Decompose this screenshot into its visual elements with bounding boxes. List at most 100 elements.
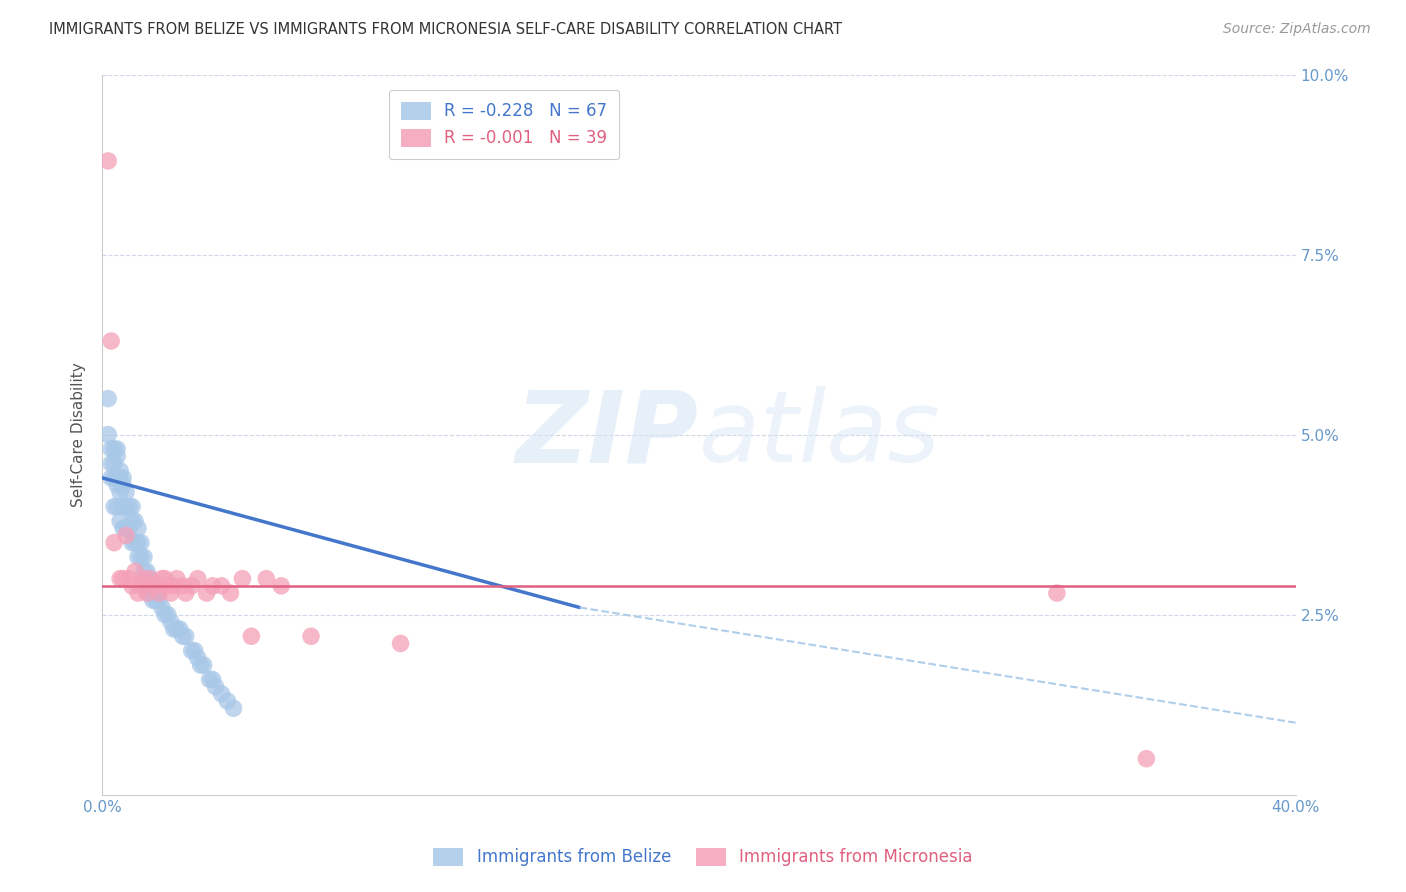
Point [156,579,179,593]
Point [219,586,242,600]
Point [166,622,188,636]
Point [112,572,135,586]
Y-axis label: Self-Care Disability: Self-Care Disability [72,362,86,507]
Point [389,636,412,650]
Point [211,579,233,593]
Point [183,643,205,657]
Point [156,607,179,622]
Point [132,549,155,564]
Point [169,622,191,636]
Point [121,500,143,514]
Point [108,464,131,478]
Point [112,500,135,514]
Point [108,471,131,485]
Point [201,673,224,687]
Point [163,579,186,593]
Point [103,471,125,485]
Point [97,392,120,406]
Point [148,586,170,600]
Point [118,521,141,535]
Point [180,579,202,593]
Point [129,549,152,564]
Point [129,579,152,593]
Point [240,629,263,643]
Point [270,579,292,593]
Point [299,629,322,643]
Point [195,586,218,600]
Point [105,500,128,514]
Point [103,500,125,514]
Point [204,680,226,694]
Point [193,658,215,673]
Point [139,586,162,600]
Point [163,622,186,636]
Point [97,427,120,442]
Point [103,457,125,471]
Point [129,535,152,549]
Point [112,478,135,492]
Legend: R = -0.228   N = 67, R = -0.001   N = 39: R = -0.228 N = 67, R = -0.001 N = 39 [389,90,619,159]
Point [148,593,170,607]
Point [222,701,245,715]
Point [187,572,209,586]
Point [201,579,224,593]
Point [136,579,159,593]
Point [115,521,138,535]
Point [115,528,138,542]
Legend: Immigrants from Belize, Immigrants from Micronesia: Immigrants from Belize, Immigrants from … [425,839,981,875]
Point [145,579,167,593]
Point [174,586,197,600]
Point [100,442,122,456]
Text: IMMIGRANTS FROM BELIZE VS IMMIGRANTS FROM MICRONESIA SELF-CARE DISABILITY CORREL: IMMIGRANTS FROM BELIZE VS IMMIGRANTS FRO… [49,22,842,37]
Point [150,572,173,586]
Point [112,471,135,485]
Text: ZIP: ZIP [516,386,699,483]
Point [121,535,143,549]
Point [108,514,131,528]
Point [127,549,149,564]
Point [142,579,165,593]
Point [115,500,138,514]
Point [127,586,149,600]
Point [127,535,149,549]
Point [100,334,122,348]
Point [105,442,128,456]
Point [211,687,233,701]
Point [231,572,253,586]
Point [150,600,173,615]
Point [115,485,138,500]
Point [1135,752,1157,766]
Point [127,521,149,535]
Point [136,565,159,579]
Point [118,500,141,514]
Point [103,535,125,549]
Point [105,471,128,485]
Point [166,572,188,586]
Point [190,658,212,673]
Point [172,629,194,643]
Point [217,694,239,708]
Point [139,572,162,586]
Point [108,572,131,586]
Point [142,593,165,607]
Point [187,651,209,665]
Point [145,593,167,607]
Point [124,565,146,579]
Point [121,514,143,528]
Point [153,607,176,622]
Point [108,485,131,500]
Point [121,579,143,593]
Point [160,586,183,600]
Point [160,615,183,629]
Point [136,586,159,600]
Point [139,572,162,586]
Text: atlas: atlas [699,386,941,483]
Text: Source: ZipAtlas.com: Source: ZipAtlas.com [1223,22,1371,37]
Point [180,643,202,657]
Point [100,471,122,485]
Point [132,565,155,579]
Point [172,579,194,593]
Point [112,521,135,535]
Point [124,535,146,549]
Point [103,442,125,456]
